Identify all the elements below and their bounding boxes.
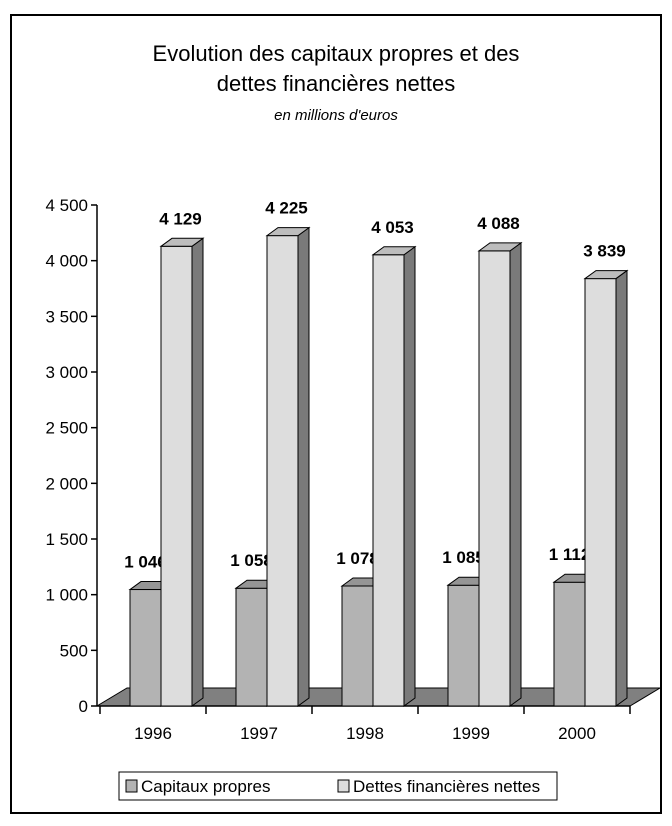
bar-dettes-2000-front	[584, 278, 617, 707]
legend-label: Capitaux propres	[141, 777, 270, 796]
chart-title-line-2: dettes financières nettes	[216, 71, 456, 96]
x-tick-label: 1997	[240, 724, 278, 743]
bar-dettes-1999-top	[477, 242, 523, 252]
chart-title-line-1: Evolution des capitaux propres et des	[152, 41, 520, 66]
data-label: 1 058	[230, 551, 273, 570]
y-tick-label: 1 500	[45, 530, 88, 549]
bar-dettes-2000-side	[615, 269, 628, 707]
data-label: 4 129	[159, 209, 202, 228]
y-tick-label: 4 500	[45, 196, 88, 215]
data-label: 1 112	[549, 545, 591, 564]
legend-label: Dettes financières nettes	[353, 777, 540, 796]
bar-dettes-1996-side	[191, 237, 204, 707]
bar-dettes-1999-front	[478, 250, 511, 707]
y-tick-label: 2 000	[45, 474, 88, 493]
bar-dettes-1997-side	[297, 226, 310, 707]
bar-dettes-1998-side	[403, 245, 416, 707]
data-label: 1 078	[336, 549, 379, 568]
bar-capitaux-1997-front	[235, 587, 268, 707]
y-tick-label: 4 000	[45, 252, 88, 271]
legend-swatch	[125, 779, 138, 793]
chart-subtitle: en millions d'euros	[274, 107, 398, 124]
bar-capitaux-1999-front	[447, 584, 480, 707]
y-tick-label: 0	[79, 697, 88, 716]
bar-dettes-1998-front	[372, 254, 405, 707]
bar-dettes-2000	[583, 269, 629, 707]
x-tick-label: 1998	[346, 724, 384, 743]
bar-dettes-2000-top	[583, 270, 629, 280]
y-tick-label: 3 500	[45, 307, 88, 326]
data-label: 1 046	[124, 553, 167, 572]
bar-capitaux-2000-front	[553, 581, 586, 707]
bar-dettes-1999-side	[509, 241, 522, 707]
legend-swatch	[337, 779, 350, 793]
bar-dettes-1996-front	[160, 245, 193, 707]
x-tick-label: 1996	[134, 724, 172, 743]
bar-dettes-1996	[159, 237, 205, 707]
y-tick-label: 1 000	[45, 586, 88, 605]
bar-dettes-1997-top	[265, 227, 311, 237]
bar-dettes-1998	[371, 245, 417, 707]
bar-dettes-1997-front	[266, 235, 299, 707]
bar-dettes-1998-top	[371, 246, 417, 256]
data-label: 3 839	[583, 242, 626, 261]
bar-capitaux-1996-front	[129, 589, 162, 707]
bar-capitaux-1998-front	[341, 585, 374, 707]
bar-dettes-1996-top	[159, 237, 205, 247]
bar-dettes-1997	[265, 226, 311, 707]
data-label: 4 053	[371, 218, 414, 237]
data-label: 1 085	[442, 548, 485, 567]
bar-dettes-1999	[477, 241, 523, 707]
data-label: 4 088	[477, 214, 520, 233]
x-tick-label: 2000	[558, 724, 596, 743]
y-tick-label: 2 500	[45, 419, 88, 438]
data-label: 4 225	[265, 199, 308, 218]
x-tick-label: 1999	[452, 724, 490, 743]
y-tick-label: 3 000	[45, 363, 88, 382]
chart-frame	[10, 14, 662, 814]
y-tick-label: 500	[60, 641, 88, 660]
